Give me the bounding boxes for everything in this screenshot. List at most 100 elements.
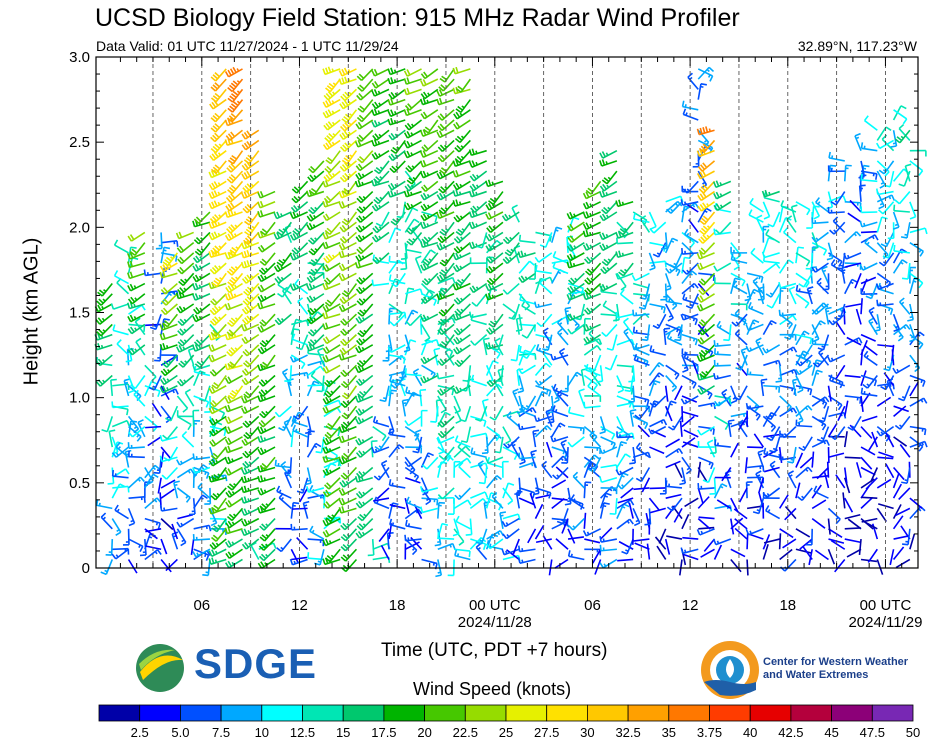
wind-barb xyxy=(436,436,455,445)
wind-barb xyxy=(161,466,178,480)
barb-feather xyxy=(453,247,459,254)
barb-shaft xyxy=(406,68,422,77)
wind-barb xyxy=(470,432,489,440)
barb-half-feather xyxy=(218,316,222,320)
barb-shaft xyxy=(454,548,471,552)
barb-shaft xyxy=(518,446,526,463)
barb-shaft xyxy=(341,201,357,209)
wind-barb xyxy=(257,301,276,310)
wind-barb xyxy=(470,201,488,214)
barb-feather xyxy=(574,317,581,321)
barb-half-feather xyxy=(459,314,462,319)
barb-feather xyxy=(420,171,424,179)
wind-barb xyxy=(96,293,113,306)
wind-barb xyxy=(322,303,341,313)
barb-shaft xyxy=(552,410,569,418)
barb-feather xyxy=(437,237,443,244)
wind-barb xyxy=(453,242,471,254)
barb-feather xyxy=(341,480,347,486)
barb-half-feather xyxy=(331,100,335,104)
barb-shaft xyxy=(505,211,520,222)
barb-feather xyxy=(541,390,548,395)
barb-shaft xyxy=(326,333,341,345)
barb-half-feather xyxy=(461,105,465,109)
barb-feather xyxy=(211,318,218,324)
wind-barb xyxy=(323,497,341,509)
wind-barb xyxy=(241,313,260,325)
barb-feather xyxy=(322,519,327,527)
barb-shaft xyxy=(341,303,357,313)
barb-feather xyxy=(224,397,229,404)
barb-feather xyxy=(587,380,593,387)
barb-half-feather xyxy=(102,379,106,383)
wind-barb xyxy=(437,487,455,500)
barb-half-feather xyxy=(184,360,188,364)
barb-feather xyxy=(244,298,251,304)
wind-barb xyxy=(436,97,455,106)
wind-barb xyxy=(165,405,179,422)
wind-barb xyxy=(160,405,172,424)
barb-feather xyxy=(475,541,482,545)
wind-barb xyxy=(395,365,407,382)
barb-feather xyxy=(547,411,554,414)
wind-barb xyxy=(583,374,598,391)
wind-barb xyxy=(437,119,455,132)
wind-barb xyxy=(551,385,560,404)
barb-feather xyxy=(340,536,347,542)
wind-barb xyxy=(193,211,211,224)
wind-barb xyxy=(211,272,227,288)
barb-feather xyxy=(536,322,543,328)
barb-half-feather xyxy=(512,443,516,447)
wind-barb xyxy=(404,497,410,514)
barb-feather xyxy=(246,315,252,322)
wind-barb xyxy=(338,201,357,209)
barb-feather xyxy=(244,276,250,283)
barb-feather xyxy=(381,460,388,465)
barb-shaft xyxy=(245,313,260,325)
barb-shaft xyxy=(306,380,315,397)
barb-feather xyxy=(196,361,203,367)
barb-shaft xyxy=(424,180,439,193)
barb-shaft xyxy=(572,518,585,531)
wind-barb xyxy=(420,313,439,323)
wind-barb xyxy=(420,262,439,271)
barb-feather xyxy=(439,169,445,175)
barb-shaft xyxy=(444,68,455,83)
barb-feather xyxy=(356,248,362,255)
wind-barb xyxy=(127,415,140,434)
barb-feather xyxy=(159,386,164,393)
barb-shaft xyxy=(539,282,553,295)
wind-barb xyxy=(380,460,390,479)
wind-barb xyxy=(439,252,455,267)
barb-feather xyxy=(502,258,508,264)
wind-barb xyxy=(257,190,276,199)
barb-feather xyxy=(336,407,342,414)
barb-half-feather xyxy=(218,306,222,310)
wind-barb xyxy=(372,252,390,265)
wind-barb xyxy=(177,252,195,265)
barb-feather xyxy=(98,329,104,335)
wind-barb xyxy=(468,221,487,230)
barb-shaft xyxy=(526,324,537,339)
barb-half-feather xyxy=(427,297,431,301)
barb-feather xyxy=(177,268,183,275)
barb-feather xyxy=(325,311,329,319)
wind-barb xyxy=(454,487,471,500)
barb-shaft xyxy=(344,538,358,552)
wind-barb xyxy=(539,232,553,248)
barb-feather xyxy=(228,115,235,121)
wind-barb xyxy=(452,313,471,321)
barb-shaft xyxy=(486,425,501,437)
barb-feather xyxy=(230,317,237,323)
barb-shaft xyxy=(259,201,276,209)
barb-feather xyxy=(245,391,251,397)
barb-feather xyxy=(422,192,428,199)
barb-half-feather xyxy=(313,276,317,280)
barb-shaft xyxy=(327,497,341,509)
barb-feather xyxy=(421,238,427,244)
barb-feather xyxy=(164,259,170,264)
barb-shaft xyxy=(423,78,439,87)
barb-shaft xyxy=(506,415,520,428)
barb-feather xyxy=(131,248,138,254)
barb-shaft xyxy=(110,539,114,556)
